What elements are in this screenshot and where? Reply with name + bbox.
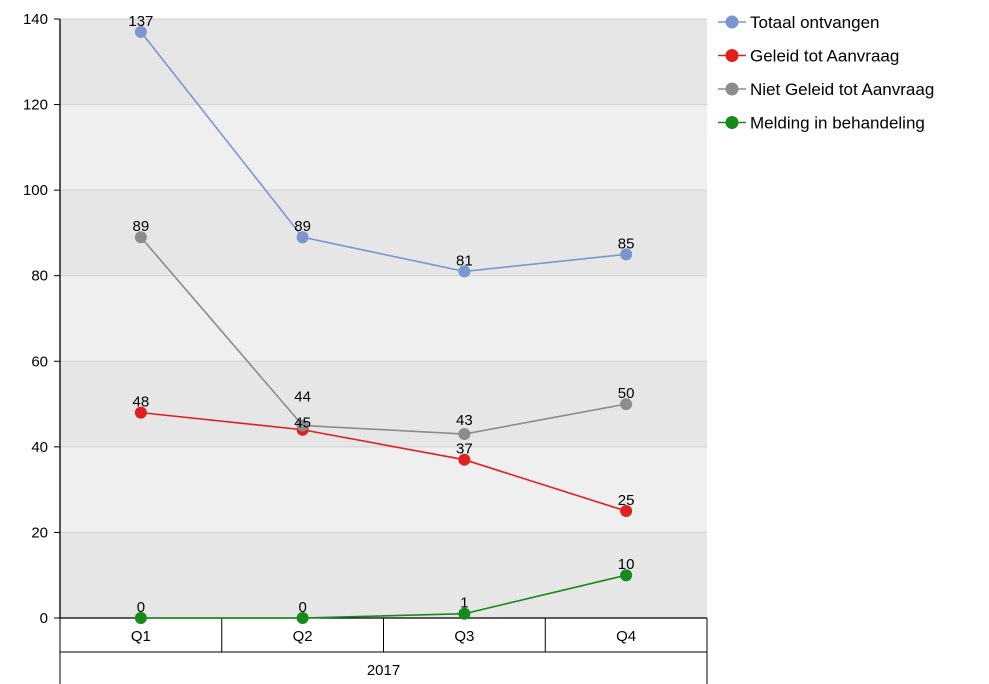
y-tick-label: 0: [40, 610, 48, 627]
data-label: 89: [133, 218, 150, 235]
plot-band: [60, 104, 707, 191]
legend-label: Melding in behandeling: [750, 114, 925, 133]
series-line: [140, 31, 627, 273]
x-category-label: Q1: [131, 628, 151, 645]
data-labels: 137 89 81 85 48 44 37 25 89 45 43 50 0 0 1 10: [128, 13, 634, 616]
legend-marker: [725, 116, 739, 129]
y-tick-label: 20: [31, 524, 48, 541]
y-axis: 0 20 40 60 80 100 120 140: [23, 11, 61, 627]
data-point: [458, 428, 471, 441]
plot-band: [60, 275, 707, 362]
data-point: [458, 265, 471, 278]
data-label: 45: [294, 414, 311, 431]
data-point: [620, 505, 633, 518]
legend-marker: [725, 49, 739, 62]
plot-band: [60, 532, 707, 618]
data-label: 85: [618, 235, 635, 252]
x-category-label: Q3: [454, 628, 474, 645]
y-tick-label: 80: [31, 268, 48, 285]
data-point: [134, 25, 147, 38]
series-layer: [134, 25, 633, 624]
x-group-label: 2017: [367, 662, 400, 679]
y-tick-label: 100: [23, 182, 48, 199]
legend-label: Totaal ontvangen: [750, 13, 880, 32]
data-point: [134, 406, 147, 419]
y-tick-label: 60: [31, 353, 48, 370]
y-tick-label: 140: [23, 11, 48, 28]
plot-background: [60, 18, 707, 619]
data-label: 43: [456, 412, 473, 429]
plot-band: [60, 190, 707, 276]
data-label: 50: [618, 385, 635, 402]
data-point: [134, 612, 147, 624]
data-label: 89: [294, 218, 311, 235]
data-label: 44: [294, 389, 311, 406]
data-point: [620, 248, 633, 261]
data-label: 25: [618, 492, 635, 509]
series-line: [140, 236, 627, 435]
y-tick-label: 40: [31, 439, 48, 456]
data-point: [620, 569, 633, 582]
data-point: [458, 607, 471, 620]
plot-band: [60, 19, 707, 105]
plot-band: [60, 361, 707, 447]
data-label: 81: [456, 252, 473, 269]
y-tick-label: 120: [23, 97, 48, 114]
legend-label: Geleid tot Aanvraag: [750, 47, 899, 66]
data-label: 10: [618, 556, 635, 573]
data-label: 137: [128, 13, 153, 30]
data-label: 37: [456, 441, 473, 458]
data-label: 0: [137, 599, 145, 616]
data-label: 0: [298, 599, 306, 616]
data-label: 48: [133, 394, 150, 411]
legend-label: Niet Geleid tot Aanvraag: [750, 80, 934, 99]
data-point: [296, 231, 309, 244]
data-point: [458, 453, 471, 466]
x-axis: Q1 Q2 Q3 Q4 2017: [59, 617, 708, 684]
x-category-label: Q2: [293, 628, 313, 645]
plot-band: [60, 446, 707, 533]
series-line: [140, 411, 627, 512]
series-line: [140, 574, 627, 619]
legend: Totaal ontvangen Geleid tot Aanvraag Niet …: [718, 13, 934, 133]
data-label: 1: [460, 595, 468, 612]
legend-marker: [725, 82, 739, 96]
x-category-label: Q4: [616, 628, 636, 645]
legend-marker: [725, 15, 739, 29]
data-point: [134, 231, 147, 244]
data-point: [296, 419, 309, 432]
data-point: [296, 612, 309, 624]
data-point: [620, 398, 633, 411]
